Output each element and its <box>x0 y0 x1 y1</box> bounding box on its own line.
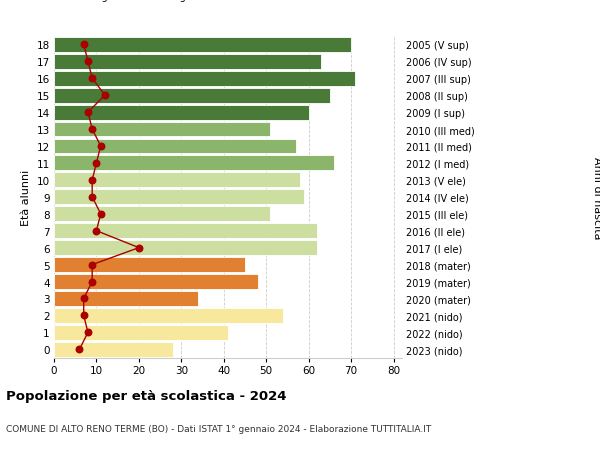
Text: Anni di nascita: Anni di nascita <box>592 156 600 239</box>
Bar <box>54 122 271 137</box>
Bar <box>54 89 330 103</box>
Text: COMUNE DI ALTO RENO TERME (BO) - Dati ISTAT 1° gennaio 2024 - Elaborazione TUTTI: COMUNE DI ALTO RENO TERME (BO) - Dati IS… <box>6 425 431 433</box>
Point <box>88 177 97 184</box>
Bar <box>54 342 173 357</box>
Bar <box>54 207 271 222</box>
Point <box>83 109 93 117</box>
Bar <box>54 241 317 256</box>
Y-axis label: Età alunni: Età alunni <box>21 169 31 225</box>
Bar <box>54 190 304 205</box>
Bar <box>54 308 283 323</box>
Point <box>88 126 97 134</box>
Text: Popolazione per età scolastica - 2024: Popolazione per età scolastica - 2024 <box>6 389 287 403</box>
Point <box>88 194 97 201</box>
Point <box>88 75 97 83</box>
Bar <box>54 257 245 273</box>
Bar <box>54 173 300 188</box>
Point <box>134 245 143 252</box>
Bar <box>54 55 322 69</box>
Point <box>88 278 97 285</box>
Bar <box>54 106 308 120</box>
Point <box>79 41 89 49</box>
Point <box>79 295 89 302</box>
Point <box>100 92 110 100</box>
Bar <box>54 156 334 171</box>
Point <box>79 312 89 319</box>
Bar <box>54 291 198 306</box>
Point <box>74 346 84 353</box>
Bar <box>54 72 355 86</box>
Point <box>92 160 101 167</box>
Point <box>88 261 97 269</box>
Bar <box>54 139 296 154</box>
Bar <box>54 325 228 340</box>
Point <box>83 58 93 66</box>
Point <box>96 211 106 218</box>
Bar <box>54 224 317 239</box>
Point <box>83 329 93 336</box>
Legend: Sec. II grado, Sec. I grado, Scuola Primaria, Scuola Infanzia, Asilo Nido, Stran: Sec. II grado, Sec. I grado, Scuola Prim… <box>55 0 530 2</box>
Bar <box>54 274 258 289</box>
Bar <box>54 38 351 53</box>
Point <box>96 143 106 150</box>
Point <box>92 228 101 235</box>
